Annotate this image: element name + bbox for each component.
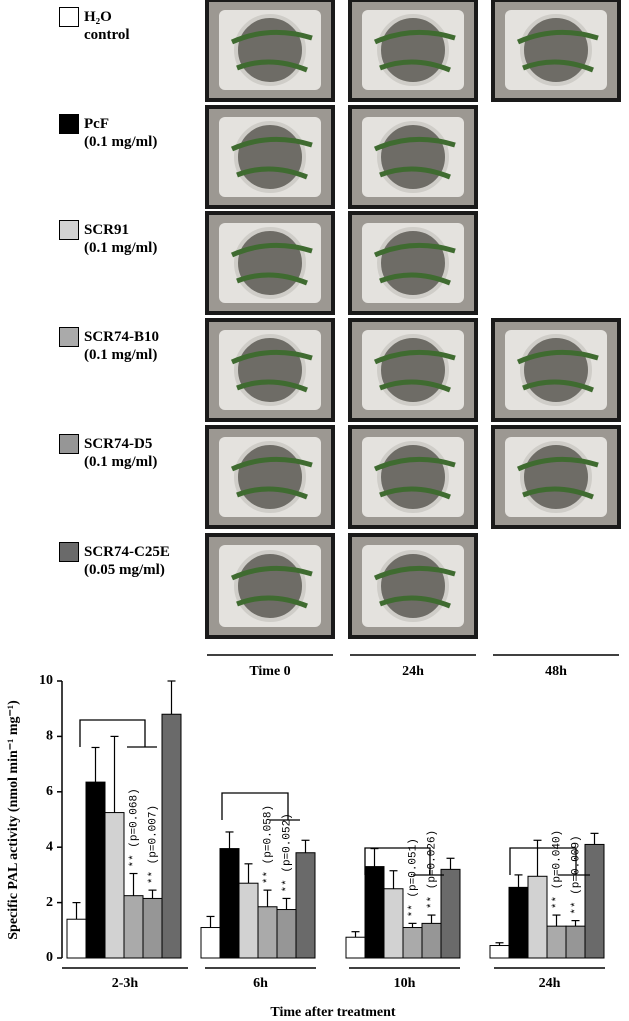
photo-well: [377, 14, 449, 86]
significance-label: ** (p=0.040): [551, 830, 563, 909]
y-axis-label: Specific PAL activity (nmol min⁻¹ mg⁻¹): [6, 700, 21, 940]
column-label: Time 0: [249, 664, 290, 679]
photo-leaf: [373, 242, 456, 286]
legend-swatch: [59, 7, 79, 27]
y-tick-label: 10: [39, 673, 53, 688]
photo-leaf: [373, 456, 456, 500]
bar: [200, 927, 221, 959]
y-tick-label: 4: [46, 839, 53, 854]
bar: [440, 868, 461, 959]
legend-label: SCR74-B10 (0.1 mg/ml): [84, 329, 160, 363]
photo-leaf: [516, 349, 599, 393]
bar: [364, 866, 385, 959]
bar: [257, 906, 278, 959]
bracket: [509, 847, 590, 876]
bracket: [221, 792, 300, 821]
bar: [584, 843, 605, 959]
photo-leaf: [373, 136, 456, 180]
bar: [565, 925, 586, 959]
legend-label: SCR74-C25E (0.05 mg/ml): [84, 544, 170, 578]
bar: [508, 886, 529, 959]
x-tick-label: 6h: [253, 976, 268, 991]
bar: [276, 909, 297, 959]
significance-label: ** (p=0.051): [407, 838, 419, 917]
y-tick-label: 2: [46, 895, 53, 910]
bracket: [79, 719, 157, 748]
significance-label: ** (p=0.026): [426, 830, 438, 909]
column-label: 48h: [545, 664, 567, 679]
y-tick-label: 6: [46, 784, 53, 799]
significance-label: ** (p=0.068): [128, 788, 140, 867]
bar: [345, 936, 366, 959]
bar: [421, 922, 442, 959]
legend-swatch: [59, 114, 79, 134]
bar: [383, 888, 404, 959]
photo-well: [377, 227, 449, 299]
x-tick-label: 2-3h: [112, 976, 139, 991]
bar: [123, 895, 144, 959]
x-axis-label: Time after treatment: [270, 1005, 396, 1020]
bar: [402, 927, 423, 959]
photo-well: [234, 227, 306, 299]
y-tick-label: 8: [46, 729, 53, 744]
bar: [66, 918, 87, 959]
legend-label: PcF (0.1 mg/ml): [84, 116, 158, 150]
photo-well: [520, 14, 592, 86]
photo-leaf: [230, 242, 313, 286]
significance-label: ** (p=0.052): [281, 813, 293, 892]
bar: [161, 713, 182, 959]
photo-leaf: [230, 456, 313, 500]
bar: [142, 897, 163, 959]
photo-well: [377, 121, 449, 193]
significance-label: ** (p=0.007): [147, 805, 159, 884]
photo-leaf: [516, 29, 599, 73]
photo-leaf: [373, 29, 456, 73]
x-tick-label: 24h: [539, 976, 561, 991]
photo-leaf: [373, 349, 456, 393]
legend-swatch: [59, 327, 79, 347]
photo-leaf: [230, 349, 313, 393]
significance-label: ** (p=0.058): [262, 805, 274, 884]
legend-swatch: [59, 542, 79, 562]
photo-leaf: [373, 565, 456, 609]
bar: [295, 852, 316, 959]
legend-swatch: [59, 220, 79, 240]
column-label: 24h: [402, 664, 424, 679]
photo-well: [520, 334, 592, 406]
photo-well: [234, 14, 306, 86]
photo-leaf: [230, 565, 313, 609]
photo-well: [234, 334, 306, 406]
bar: [85, 781, 106, 959]
legend-swatch: [59, 434, 79, 454]
bracket: [364, 847, 444, 876]
photo-well: [234, 441, 306, 513]
bar: [489, 945, 510, 959]
photo-leaf: [516, 456, 599, 500]
bar: [546, 925, 567, 959]
photo-leaf: [230, 29, 313, 73]
legend-label: SCR91 (0.1 mg/ml): [84, 222, 158, 256]
y-tick-label: 0: [46, 950, 53, 965]
photo-leaf: [230, 136, 313, 180]
bar: [238, 882, 259, 959]
bar: [527, 875, 548, 959]
photo-well: [377, 550, 449, 622]
bar: [104, 812, 125, 959]
photo-well: [234, 121, 306, 193]
photo-well: [520, 441, 592, 513]
photo-well: [377, 334, 449, 406]
photo-well: [377, 441, 449, 513]
photo-well: [234, 550, 306, 622]
legend-label: H₂O control: [84, 9, 130, 43]
bar: [219, 848, 240, 959]
legend-label: SCR74-D5 (0.1 mg/ml): [84, 436, 158, 470]
x-tick-label: 10h: [394, 976, 416, 991]
